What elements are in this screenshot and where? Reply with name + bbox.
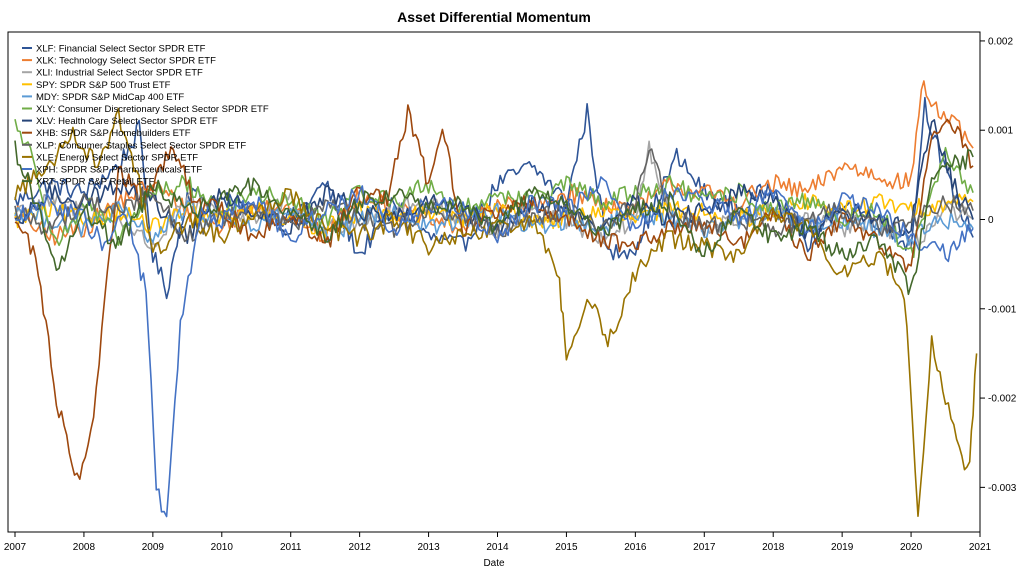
x-tick-label: 2012 [349,542,372,553]
y-tick-label: 0.002 [988,36,1013,47]
plot-frame [7,31,981,533]
x-tick-label: 2011 [280,542,302,553]
x-tick-label: 2007 [4,542,27,553]
legend-entry: XLP: Consumer Staples Select Sector SPDR… [36,140,246,151]
y-tick-label: -0.002 [988,394,1017,405]
legend-entry: XHB: SPDR S&P Homebuilders ETF [36,128,191,139]
plot-border [7,31,981,533]
legend-entry: XLF: Financial Select Sector SPDR ETF [36,44,206,55]
x-tick-label: 2016 [624,542,647,553]
x-tick-label: 2014 [486,542,509,553]
legend: XLF: Financial Select Sector SPDR ETFXLK… [22,44,269,188]
legend-entry: XPH: SPDR S&P Pharmaceuticals ETF [36,165,202,176]
y-tick-label: -0.001 [988,304,1017,315]
legend-entry: XLK: Technology Select Sector SPDR ETF [36,56,216,67]
series-line [14,104,974,480]
y-tick-label: -0.003 [988,483,1017,494]
x-tick-label: 2020 [900,542,923,553]
y-tick-label: 0.001 [988,126,1013,137]
x-axis-label: Date [483,558,505,569]
series-line [14,140,974,296]
y-tick-label: 0 [988,215,994,226]
chart-title: Asset Differential Momentum [397,9,591,25]
x-tick-label: 2019 [831,542,854,553]
y-axis: 0.002 0.001 0 -0.001 -0.002 -0.003 [980,36,1017,494]
x-tick-label: 2009 [142,542,165,553]
legend-entry: XLV: Health Care Select Sector SPDR ETF [36,116,218,127]
legend-entry: XLE: Energy Select Sector SPDR ETF [36,152,198,163]
x-tick-label: 2010 [211,542,234,553]
legend-entry: XLY: Consumer Discretionary Select Secto… [36,104,269,115]
x-tick-label: 2008 [73,542,96,553]
x-tick-label: 2021 [969,542,992,553]
x-tick-label: 2015 [555,542,578,553]
x-tick-label: 2017 [693,542,716,553]
x-tick-label: 2013 [417,542,440,553]
legend-entry: XRT: SPDR S&P Retail ETF [36,177,155,188]
series-layer [14,80,978,518]
x-axis: 2007 2008 2009 2010 2011 2012 2013 2014 2015 2016… [4,532,992,553]
legend-entry: XLI: Industrial Select Sector SPDR ETF [36,68,203,79]
x-tick-label: 2018 [762,542,785,553]
legend-entry: SPY: SPDR S&P 500 Trust ETF [36,80,171,91]
legend-entry: MDY: SPDR S&P MidCap 400 ETF [36,92,184,103]
